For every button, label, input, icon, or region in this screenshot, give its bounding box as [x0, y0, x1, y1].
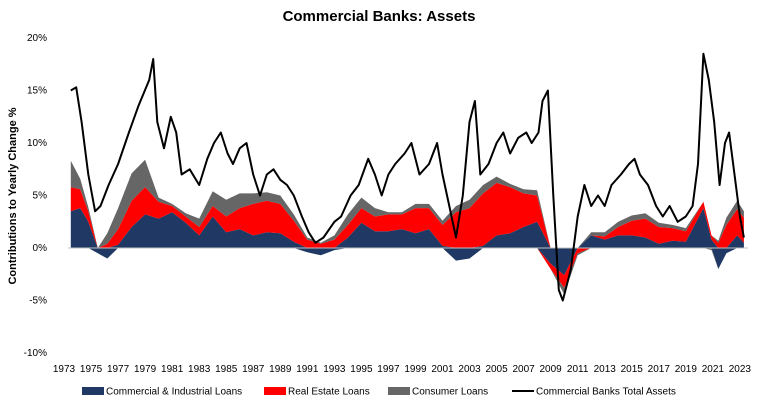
line-series [70, 52, 745, 302]
y-tick-label: -10% [24, 348, 47, 359]
x-tick-label: 1973 [53, 364, 76, 375]
area-real-estate-loans [70, 182, 744, 248]
area-neg-commercial-industrial-loans [70, 248, 744, 276]
x-tick-label: 1995 [350, 364, 373, 375]
x-tick-label: 1979 [134, 364, 157, 375]
x-tick-label: 2009 [540, 364, 563, 375]
x-tick-label: 2007 [512, 364, 535, 375]
x-tick-label: 1983 [188, 364, 211, 375]
y-tick-label: 10% [27, 138, 47, 149]
legend-label: Consumer Loans [412, 387, 488, 398]
x-tick-label: 1985 [215, 364, 238, 375]
x-tick-label: 2001 [431, 364, 454, 375]
x-tick-label: 1997 [377, 364, 400, 375]
x-tick-label: 1993 [323, 364, 346, 375]
x-tick-label: 2003 [458, 364, 481, 375]
area-neg-consumer-loans [70, 248, 744, 295]
y-axis-label: Contributions to Yearly Change % [7, 107, 19, 284]
legend-swatch [388, 387, 410, 395]
y-tick-label: 0% [33, 243, 48, 254]
legend-label: Commercial & Industrial Loans [106, 387, 242, 398]
stacked-areas [70, 159, 744, 295]
y-tick-label: 15% [27, 86, 47, 97]
line-total-assets [70, 52, 745, 302]
x-tick-label: 2011 [567, 364, 589, 375]
x-tick-label: 2017 [648, 364, 671, 375]
x-tick-label: 1999 [404, 364, 427, 375]
legend: Commercial & Industrial Loans Real Estate… [82, 387, 676, 398]
y-tick-label: 5% [33, 191, 48, 202]
legend-label: Real Estate Loans [288, 387, 370, 398]
x-tick-label: 1989 [269, 364, 292, 375]
legend-label: Commercial Banks Total Assets [536, 387, 676, 398]
y-axis-ticks: -10% -5% 0% 5% 10% 15% 20% [24, 33, 47, 359]
area-consumer-loans [70, 159, 744, 248]
x-tick-label: 1975 [80, 364, 103, 375]
area-neg-real-estate-loans [70, 248, 744, 288]
y-tick-label: -5% [29, 296, 47, 307]
x-tick-label: 2015 [621, 364, 644, 375]
x-tick-label: 2013 [594, 364, 617, 375]
chart-title: Commercial Banks: Assets [283, 8, 476, 25]
legend-swatch [264, 387, 286, 395]
x-axis-ticks: 1973 1975 1977 1979 1981 1983 1985 1987 1989 1991… [53, 364, 752, 375]
x-tick-label: 1977 [107, 364, 130, 375]
y-tick-label: 20% [27, 33, 47, 44]
x-tick-label: 1981 [161, 364, 184, 375]
x-tick-label: 2005 [485, 364, 508, 375]
x-tick-label: 1987 [242, 364, 265, 375]
legend-swatch [82, 387, 104, 395]
x-tick-label: 2021 [702, 364, 725, 375]
x-tick-label: 2019 [675, 364, 698, 375]
x-tick-label: 2023 [729, 364, 752, 375]
x-tick-label: 1991 [296, 364, 319, 375]
area-commercial-industrial-loans [70, 208, 744, 248]
